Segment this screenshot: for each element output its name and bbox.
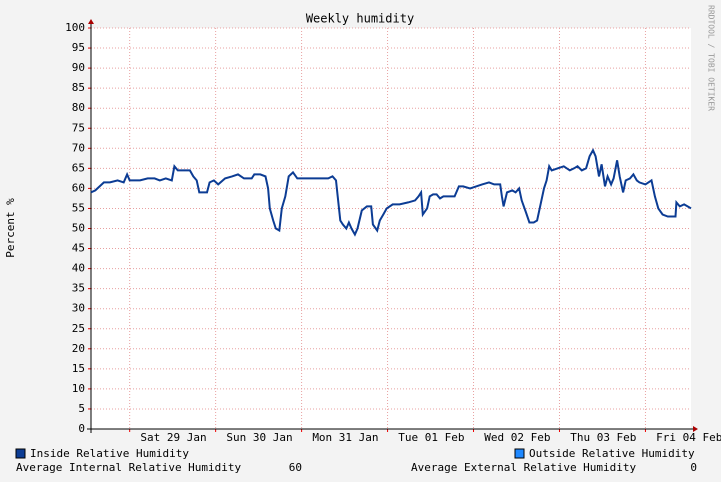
x-tick-label: Fri 04 Feb bbox=[656, 431, 721, 444]
legend-swatch bbox=[514, 448, 525, 459]
chart-title: Weekly humidity bbox=[306, 12, 414, 26]
summary-value: 60 bbox=[289, 461, 302, 474]
y-tick-label: 10 bbox=[72, 382, 85, 395]
y-tick-label: 70 bbox=[72, 141, 85, 154]
y-tick-label: 65 bbox=[72, 161, 85, 174]
summary-value: 0 bbox=[690, 461, 697, 474]
summary-label: Average Internal Relative Humidity bbox=[16, 461, 242, 474]
y-tick-label: 15 bbox=[72, 362, 85, 375]
data-line bbox=[90, 148, 692, 237]
summary-label: Average External Relative Humidity bbox=[411, 461, 637, 474]
y-tick-label: 100 bbox=[65, 21, 85, 34]
y-tick-label: 95 bbox=[72, 41, 85, 54]
y-tick-label: 20 bbox=[72, 342, 85, 355]
y-tick-label: 40 bbox=[72, 262, 85, 275]
y-tick-label: 60 bbox=[72, 181, 85, 194]
x-tick-label: Wed 02 Feb bbox=[484, 431, 550, 444]
x-tick-label: Thu 03 Feb bbox=[570, 431, 636, 444]
y-tick-label: 25 bbox=[72, 322, 85, 335]
x-tick-label: Tue 01 Feb bbox=[398, 431, 464, 444]
y-tick-label: 45 bbox=[72, 242, 85, 255]
y-tick-label: 5 bbox=[78, 402, 85, 415]
legend-label: Inside Relative Humidity bbox=[30, 447, 189, 460]
y-axis-label: Percent % bbox=[4, 198, 17, 258]
y-tick-label: 50 bbox=[72, 222, 85, 235]
y-tick-label: 35 bbox=[72, 282, 85, 295]
y-tick-label: 85 bbox=[72, 81, 85, 94]
y-tick-label: 80 bbox=[72, 101, 85, 114]
y-tick-label: 55 bbox=[72, 201, 85, 214]
x-tick-label: Sat 29 Jan bbox=[140, 431, 206, 444]
x-tick-label: Sun 30 Jan bbox=[226, 431, 292, 444]
legend-label: Outside Relative Humidity bbox=[529, 447, 695, 460]
axis-arrow bbox=[88, 19, 94, 24]
y-tick-label: 30 bbox=[72, 302, 85, 315]
axis-arrow bbox=[693, 426, 698, 432]
y-tick-label: 90 bbox=[72, 61, 85, 74]
legend-swatch bbox=[15, 448, 26, 459]
y-tick-label: 75 bbox=[72, 121, 85, 134]
y-tick-label: 0 bbox=[78, 422, 85, 435]
watermark: RRDTOOL / TOBI OETIKER bbox=[707, 5, 716, 111]
x-tick-label: Mon 31 Jan bbox=[312, 431, 378, 444]
